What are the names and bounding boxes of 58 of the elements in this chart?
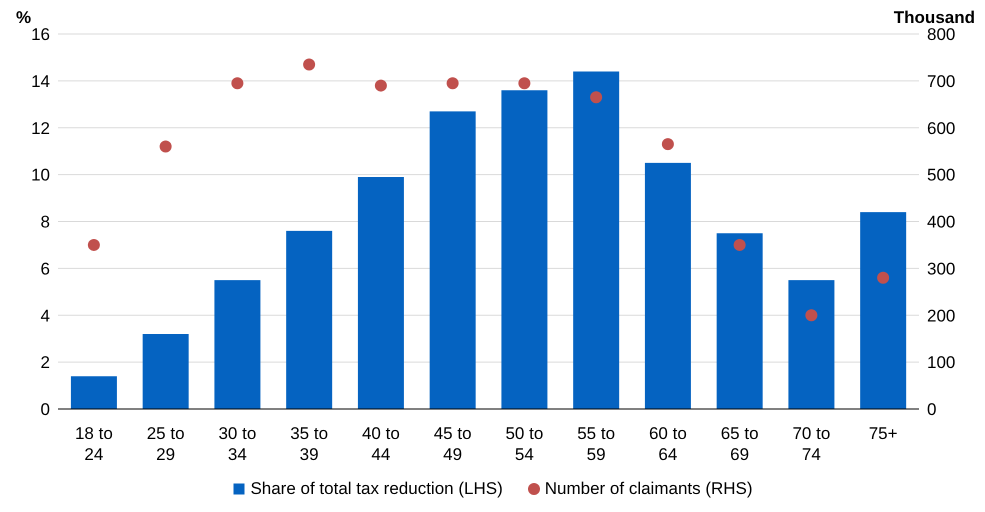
y-tick-label: 12 <box>31 118 50 138</box>
x-tick-label: 65 to 69 <box>720 424 759 464</box>
x-tick-label: 45 to 49 <box>434 424 472 464</box>
x-tick-label: 50 to 54 <box>505 424 544 464</box>
legend-label: Number of claimants (RHS) <box>544 479 753 499</box>
y-tick-label: 8 <box>40 212 50 232</box>
y-tick-label: 4 <box>40 306 50 326</box>
y2-tick-label: 0 <box>927 400 936 420</box>
y2-tick-label: 300 <box>927 259 956 278</box>
bar <box>70 376 117 409</box>
point <box>518 77 530 90</box>
x-tick-label: 30 to 34 <box>218 424 256 464</box>
y-tick-label: 10 <box>31 166 50 185</box>
x-tick-label: 60 to 64 <box>648 424 687 464</box>
point <box>877 272 890 284</box>
bar <box>644 162 691 409</box>
y-tick-label: 6 <box>40 259 50 278</box>
bar <box>860 212 906 409</box>
bar <box>286 230 332 409</box>
point <box>662 138 674 150</box>
legend-label: Share of total tax reduction (LHS) <box>250 479 503 499</box>
x-tick-label: 18 to 24 <box>74 424 113 464</box>
point <box>231 77 244 90</box>
point <box>734 238 746 251</box>
point <box>303 58 316 70</box>
y2-tick-label: 200 <box>927 306 956 326</box>
x-tick-label: 25 to 29 <box>146 424 185 464</box>
bar <box>716 233 763 409</box>
bar <box>788 280 834 409</box>
y2-tick-label: 500 <box>927 166 956 185</box>
bar <box>501 90 548 409</box>
x-tick-label: 70 to 74 <box>792 424 830 464</box>
y-tick-label: 0 <box>40 400 50 420</box>
point <box>374 80 387 92</box>
point <box>446 77 459 90</box>
y2-tick-label: 700 <box>927 72 956 91</box>
y2-tick-label: 400 <box>927 212 956 232</box>
y-tick-label: 16 <box>31 25 50 44</box>
y2-tick-label: 100 <box>927 353 956 372</box>
y-axis-title: % <box>16 8 32 28</box>
x-tick-label: 35 to 39 <box>290 424 328 464</box>
point <box>590 91 602 104</box>
x-tick-label: 75+ <box>868 424 898 443</box>
y2-tick-label: 800 <box>927 25 956 44</box>
bar <box>358 176 404 409</box>
bar <box>430 111 476 409</box>
bar <box>573 72 620 409</box>
bar <box>142 334 189 409</box>
y-tick-label: 2 <box>40 353 50 372</box>
y-tick-label: 14 <box>31 72 50 91</box>
x-tick-label: 55 to 59 <box>577 424 616 464</box>
point <box>88 238 100 251</box>
point <box>805 309 818 322</box>
y2-tick-label: 600 <box>927 118 956 138</box>
bar <box>214 280 260 409</box>
x-tick-label: 40 to 44 <box>362 424 400 464</box>
y2-axis-title: Thousand <box>894 8 975 28</box>
point <box>160 140 172 152</box>
